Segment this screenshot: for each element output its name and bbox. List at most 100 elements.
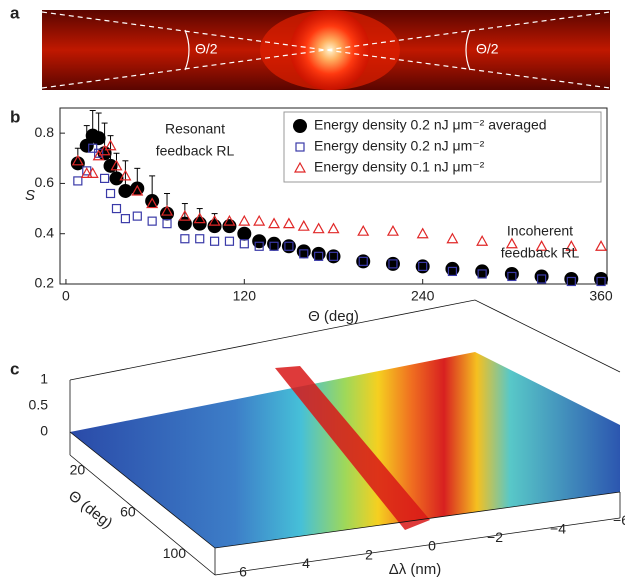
legend-marker [293, 119, 307, 133]
data-point [356, 254, 371, 269]
data-point [534, 269, 549, 284]
data-point [132, 211, 142, 221]
data-point [477, 269, 487, 279]
data-point [268, 217, 281, 229]
data-point [327, 222, 340, 234]
data-point [536, 274, 547, 284]
data-point [224, 236, 235, 246]
data-point [282, 217, 295, 229]
data-point [80, 167, 93, 178]
data-point [160, 206, 175, 221]
data-point [252, 234, 267, 249]
legend-marker [293, 161, 307, 173]
legend-marker [295, 142, 305, 152]
data-point [91, 131, 106, 146]
angle-label: Θ/2 [195, 41, 218, 57]
y-tick-label: 100 [163, 545, 187, 561]
x-tick-label: 0 [62, 288, 70, 304]
x-tick-label: 6 [239, 564, 247, 580]
data-point [180, 234, 190, 244]
data-point [118, 183, 133, 198]
panel-label: a [10, 3, 20, 22]
data-point [131, 184, 144, 196]
y-tick-label: 0.8 [35, 124, 55, 140]
data-point [388, 259, 398, 269]
angle-label: Θ/2 [476, 41, 499, 57]
data-point [73, 176, 83, 186]
data-point [120, 214, 131, 224]
plot-frame [59, 107, 608, 285]
data-point [94, 148, 104, 158]
annotation: Resonant [165, 121, 225, 137]
data-point [145, 194, 160, 209]
y-tick-label: 0.6 [35, 174, 55, 190]
data-point [297, 219, 310, 231]
data-point [209, 236, 220, 246]
data-point [109, 171, 124, 186]
x-tick-label: 120 [233, 288, 257, 304]
data-point [386, 224, 399, 236]
data-point [328, 251, 339, 261]
data-point [445, 261, 460, 276]
data-point [267, 236, 282, 251]
surface [69, 299, 621, 576]
data-point [119, 169, 132, 181]
data-point [281, 239, 296, 254]
y-tick-label: 20 [70, 462, 86, 478]
data-point [565, 240, 578, 251]
data-point [507, 271, 517, 282]
data-point [314, 251, 324, 261]
data-point [416, 227, 429, 239]
data-point [476, 235, 489, 246]
data-point [446, 232, 459, 244]
data-point [596, 276, 606, 287]
data-point [566, 276, 576, 287]
data-point [208, 214, 221, 226]
data-point [447, 266, 458, 277]
data-point [504, 266, 519, 281]
data-point [418, 261, 428, 271]
data-point [195, 234, 205, 244]
data-point [147, 216, 157, 226]
data-point [86, 167, 99, 178]
data-point [146, 197, 159, 209]
data-point [595, 240, 608, 251]
data-point [594, 271, 609, 286]
data-point [239, 239, 249, 249]
legend-label: Energy density 0.1 nJ μm⁻² [314, 159, 485, 175]
data-point [385, 256, 400, 271]
legend-label: Energy density 0.2 nJ μm⁻² [314, 138, 485, 154]
data-point [71, 154, 84, 166]
data-point [269, 241, 279, 251]
box-frame [69, 299, 621, 576]
y-tick-label: 60 [120, 503, 136, 519]
x-tick-label: −2 [487, 529, 503, 545]
annotation: feedback RL [501, 245, 580, 261]
y-axis-label: Θ (deg) [65, 487, 116, 532]
cone-lines [41, 11, 611, 89]
image-panel: Θ/2 Θ/2 [41, 10, 611, 90]
data-point [284, 241, 294, 251]
data-point [475, 264, 490, 279]
annotation: feedback RL [156, 143, 235, 159]
z-tick-label: 0 [40, 423, 48, 439]
x-tick-label: 0 [428, 538, 436, 554]
data-point [193, 212, 206, 224]
data-point [110, 159, 123, 171]
data-point [88, 143, 98, 153]
x-tick-label: −4 [550, 521, 566, 537]
data-point [238, 214, 251, 226]
legend-label: Energy density 0.2 nJ μm⁻² averaged [314, 117, 547, 133]
data-point [178, 209, 191, 221]
z-tick-label: 0.5 [29, 397, 49, 413]
panel-label: c [10, 359, 19, 378]
data-point [70, 156, 85, 171]
data-point [222, 219, 237, 234]
data-point [207, 219, 222, 234]
data-point [111, 203, 122, 214]
data-point [161, 204, 174, 216]
data-point [312, 222, 325, 234]
panel-label: b [10, 107, 20, 126]
